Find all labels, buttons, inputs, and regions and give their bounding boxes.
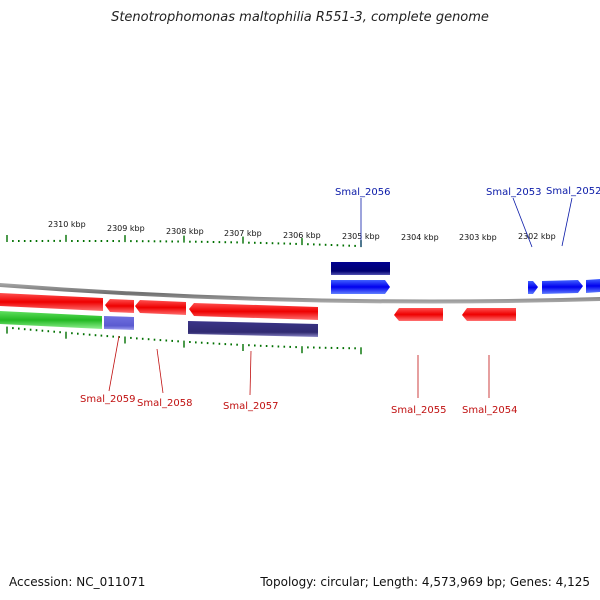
gene-smal-2052-arrow[interactable] xyxy=(542,280,583,294)
gene-smal-2056-arrow[interactable] xyxy=(331,280,390,294)
leader-smal-2059 xyxy=(108,335,120,392)
leader-smal-2058 xyxy=(156,348,164,394)
gene-label-smal-2057[interactable]: Smal_2057 xyxy=(223,401,278,412)
scale-label: 2310 kbp xyxy=(48,220,86,229)
gene-smal-2054-arrow[interactable] xyxy=(462,308,516,321)
feature-smal-2057[interactable] xyxy=(188,321,318,337)
gene-smal-2057-arrow[interactable] xyxy=(189,303,318,320)
scale-label: 2308 kbp xyxy=(166,227,204,236)
feature-smal-2059[interactable] xyxy=(104,316,134,330)
gene-left-edge-red[interactable] xyxy=(0,293,103,311)
scale-label: 2309 kbp xyxy=(107,224,145,233)
scale-labels: 2310 kbp 2309 kbp 2308 kbp 2307 kbp 2306… xyxy=(48,220,556,242)
gene-label-smal-2058[interactable]: Smal_2058 xyxy=(137,398,192,409)
scale-label: 2306 kbp xyxy=(283,231,321,240)
top-gene-labels: Smal_2056 Smal_2053 Smal_2052 xyxy=(335,186,600,248)
scale-label: 2303 kbp xyxy=(459,233,497,242)
gene-label-smal-2054[interactable]: Smal_2054 xyxy=(462,405,517,416)
scale-label: 2302 kbp xyxy=(518,232,556,241)
scale-ticks-bottom xyxy=(6,326,362,355)
gene-label-smal-2052[interactable]: Smal_2052 xyxy=(546,186,600,197)
gene-smal-2056-feature[interactable] xyxy=(331,262,390,275)
gene-smal-2059-arrow[interactable] xyxy=(105,299,134,313)
gene-smal-2055-arrow[interactable] xyxy=(394,308,443,321)
accession-label: Accession: NC_011071 xyxy=(9,575,146,589)
gene-smal-2058-arrow[interactable] xyxy=(135,300,186,315)
scale-ticks-top xyxy=(6,234,362,248)
gene-label-smal-2053[interactable]: Smal_2053 xyxy=(486,187,541,198)
leader-smal-2053 xyxy=(512,197,533,248)
genome-summary: Topology: circular; Length: 4,573,969 bp… xyxy=(260,575,590,589)
scale-label: 2304 kbp xyxy=(401,233,439,242)
genome-title: Stenotrophomonas maltophilia R551-3, com… xyxy=(111,10,489,25)
gene-label-smal-2059[interactable]: Smal_2059 xyxy=(80,394,135,405)
feature-green-track[interactable] xyxy=(0,311,102,329)
gene-label-smal-2055[interactable]: Smal_2055 xyxy=(391,405,446,416)
leader-smal-2052 xyxy=(561,197,573,247)
leader-smal-2057 xyxy=(249,350,252,396)
genome-backbone xyxy=(0,283,600,304)
bottom-gene-labels: Smal_2059 Smal_2058 Smal_2057 Smal_2055 … xyxy=(80,335,517,416)
gene-forward-edge-arrow[interactable] xyxy=(586,279,600,293)
gene-smal-2053-arrow[interactable] xyxy=(528,281,538,294)
scale-label: 2307 kbp xyxy=(224,229,262,238)
gene-label-smal-2056[interactable]: Smal_2056 xyxy=(335,187,390,198)
